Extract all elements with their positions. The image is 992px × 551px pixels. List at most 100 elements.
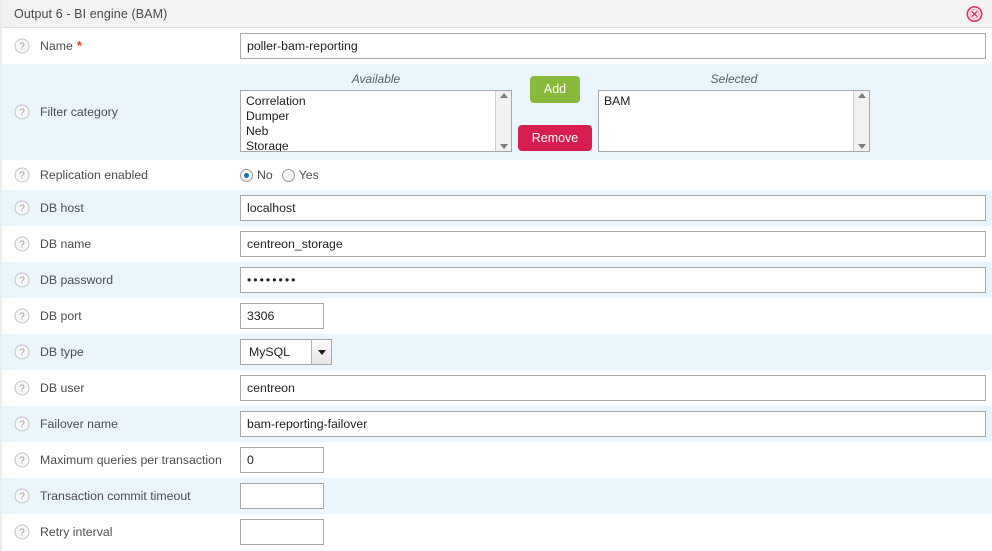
list-item[interactable]: Neb — [246, 124, 269, 138]
db-type-selected-value: MySQL — [249, 345, 290, 359]
help-circle-icon[interactable]: ? — [14, 236, 30, 252]
label-transaction-commit-timeout: Transaction commit timeout — [40, 488, 191, 503]
chevron-down-icon[interactable] — [311, 340, 331, 364]
form-row-transaction-commit-timeout: ? Transaction commit timeout — [2, 478, 992, 514]
field-transaction-commit-timeout — [240, 483, 992, 509]
field-retry-interval — [240, 519, 992, 545]
list-item[interactable]: Correlation — [246, 94, 306, 108]
close-circle-icon[interactable] — [966, 5, 983, 22]
list-item[interactable]: Storage — [246, 139, 289, 151]
triangle-up-icon[interactable] — [499, 93, 508, 98]
triangle-down-icon[interactable] — [499, 144, 508, 149]
db-name-input[interactable] — [240, 231, 986, 257]
radio-option-no[interactable]: No — [240, 168, 273, 182]
field-db-port — [240, 303, 992, 329]
svg-text:?: ? — [19, 240, 25, 251]
radio-indicator[interactable] — [240, 168, 253, 182]
radio-label: No — [257, 168, 273, 182]
form-row-name: ? Name * — [2, 28, 992, 64]
selected-column: Selected BAM — [598, 72, 870, 152]
retry-interval-input[interactable] — [240, 519, 324, 545]
help-circle-icon[interactable]: ? — [14, 452, 30, 468]
add-button[interactable]: Add — [529, 76, 581, 103]
panel-header: Output 6 - BI engine (BAM) — [2, 0, 992, 28]
help-circle-icon[interactable]: ? — [14, 380, 30, 396]
label-db-host: DB host — [40, 200, 84, 215]
label-db-port: DB port — [40, 308, 82, 323]
list-item[interactable]: BAM — [604, 94, 631, 108]
label-db-name: DB name — [40, 236, 92, 251]
db-type-select[interactable]: MySQL — [240, 339, 332, 365]
svg-text:?: ? — [19, 456, 25, 467]
available-items: Correlation Dumper Neb Storage — [241, 91, 495, 151]
label-failover-name: Failover name — [40, 416, 118, 431]
field-max-queries-per-transaction — [240, 447, 992, 473]
triangle-down-icon[interactable] — [857, 144, 866, 149]
svg-text:?: ? — [19, 384, 25, 395]
name-input[interactable] — [240, 33, 986, 59]
db-port-input[interactable] — [240, 303, 324, 329]
help-circle-icon[interactable]: ? — [14, 488, 30, 504]
svg-text:?: ? — [19, 528, 25, 539]
form-row-db-host: ? DB host — [2, 190, 992, 226]
label-db-password: DB password — [40, 272, 114, 287]
form-row-filter-category: ? Filter category Available Correlation … — [2, 64, 992, 160]
help-circle-icon[interactable]: ? — [14, 38, 30, 54]
form-row-failover-name: ? Failover name — [2, 406, 992, 442]
transfer-buttons: Add Remove — [512, 72, 598, 151]
field-name — [240, 33, 992, 59]
svg-text:?: ? — [19, 312, 25, 323]
form-row-db-password: ? DB password — [2, 262, 992, 298]
db-user-input[interactable] — [240, 375, 986, 401]
help-circle-icon[interactable]: ? — [14, 104, 30, 120]
db-password-input[interactable] — [240, 267, 986, 293]
svg-text:?: ? — [19, 276, 25, 287]
remove-button[interactable]: Remove — [517, 124, 593, 151]
replication-radio-group: No Yes — [240, 168, 323, 182]
selected-scrollbar[interactable] — [853, 91, 869, 151]
field-db-user — [240, 375, 992, 401]
form-row-max-queries-per-transaction: ? Maximum queries per transaction — [2, 442, 992, 478]
svg-text:?: ? — [19, 42, 25, 53]
dual-list-selector: Available Correlation Dumper Neb Storage — [240, 72, 978, 152]
selected-listbox[interactable]: BAM — [598, 90, 870, 152]
available-caption: Available — [351, 72, 401, 86]
db-host-input[interactable] — [240, 195, 986, 221]
label-db-type: DB type — [40, 344, 84, 359]
field-db-host — [240, 195, 992, 221]
field-db-name — [240, 231, 992, 257]
help-circle-icon[interactable]: ? — [14, 524, 30, 540]
triangle-up-icon[interactable] — [857, 93, 866, 98]
help-circle-icon[interactable]: ? — [14, 416, 30, 432]
form-row-replication-enabled: ? Replication enabled No Yes — [2, 160, 992, 190]
page-title: Output 6 - BI engine (BAM) — [14, 6, 168, 21]
max-queries-input[interactable] — [240, 447, 324, 473]
failover-name-input[interactable] — [240, 411, 986, 437]
help-circle-icon[interactable]: ? — [14, 308, 30, 324]
svg-text:?: ? — [19, 492, 25, 503]
available-listbox[interactable]: Correlation Dumper Neb Storage — [240, 90, 512, 152]
available-scrollbar[interactable] — [495, 91, 511, 151]
label-max-queries-per-transaction: Maximum queries per transaction — [40, 452, 222, 467]
help-circle-icon[interactable]: ? — [14, 344, 30, 360]
transaction-commit-timeout-input[interactable] — [240, 483, 324, 509]
label-replication-enabled: Replication enabled — [40, 167, 149, 182]
help-circle-icon[interactable]: ? — [14, 200, 30, 216]
radio-option-yes[interactable]: Yes — [281, 168, 319, 182]
svg-text:?: ? — [19, 348, 25, 359]
list-item[interactable]: Dumper — [246, 109, 290, 123]
field-db-type: MySQL — [240, 339, 992, 365]
form-row-db-type: ? DB type MySQL — [2, 334, 992, 370]
field-failover-name — [240, 411, 992, 437]
form-row-db-user: ? DB user — [2, 370, 992, 406]
svg-text:?: ? — [19, 204, 25, 215]
label-name: Name * — [40, 38, 82, 54]
radio-indicator[interactable] — [281, 168, 295, 182]
svg-text:?: ? — [19, 420, 25, 431]
svg-text:?: ? — [19, 171, 25, 182]
help-circle-icon[interactable]: ? — [14, 167, 30, 183]
svg-text:?: ? — [19, 108, 25, 119]
help-circle-icon[interactable]: ? — [14, 272, 30, 288]
available-column: Available Correlation Dumper Neb Storage — [240, 72, 512, 152]
